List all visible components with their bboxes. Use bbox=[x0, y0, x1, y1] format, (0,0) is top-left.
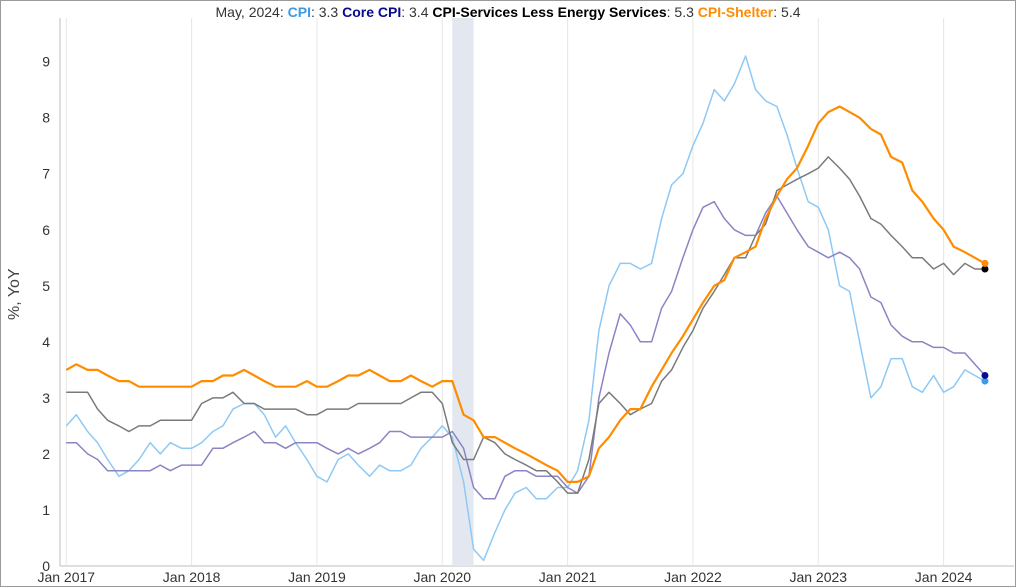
series-endpoint-2 bbox=[981, 265, 989, 273]
legend-name-services: CPI-Services Less Energy Services bbox=[432, 4, 667, 20]
y-tick-label: 4 bbox=[42, 334, 50, 350]
y-tick-label: 1 bbox=[42, 502, 50, 518]
x-tick-label: Jan 2020 bbox=[413, 569, 471, 585]
y-tick-label: 2 bbox=[42, 446, 50, 462]
x-tick-label: Jan 2018 bbox=[163, 569, 221, 585]
series-line-0 bbox=[65, 55, 986, 562]
legend-value-core-cpi: 3.4 bbox=[409, 4, 429, 20]
legend-value-services: 5.3 bbox=[674, 4, 694, 20]
series-endpoint-0 bbox=[981, 377, 989, 385]
x-tick-label: Jan 2021 bbox=[539, 569, 597, 585]
series-line-2 bbox=[66, 156, 985, 494]
y-tick-label: 7 bbox=[42, 166, 50, 182]
legend-name-shelter: CPI-Shelter bbox=[697, 4, 774, 20]
legend-value-cpi: 3.3 bbox=[318, 4, 339, 20]
legend-name-cpi: CPI bbox=[287, 4, 311, 20]
series-line-3 bbox=[65, 105, 986, 483]
y-tick-label: 5 bbox=[42, 278, 50, 294]
recession-band bbox=[452, 18, 474, 566]
x-tick-label: Jan 2022 bbox=[664, 569, 722, 585]
x-tick-label: Jan 2024 bbox=[915, 569, 973, 585]
chart-header: May, 2024: CPI: 3.3 Core CPI: 3.4 CPI-Se… bbox=[215, 4, 801, 20]
y-tick-label: 0 bbox=[42, 558, 50, 574]
x-tick-label: Jan 2023 bbox=[789, 569, 847, 585]
series-endpoint-3 bbox=[981, 259, 989, 267]
legend-value-shelter: 5.4 bbox=[781, 4, 801, 20]
y-tick-label: 3 bbox=[42, 390, 50, 406]
legend-name-core-cpi: Core CPI bbox=[342, 4, 402, 20]
series-line-1 bbox=[66, 195, 986, 500]
x-tick-label: Jan 2017 bbox=[37, 569, 95, 585]
y-tick-label: 9 bbox=[42, 54, 50, 70]
series-endpoint-1 bbox=[981, 371, 989, 379]
header-date: May, 2024: bbox=[215, 4, 284, 20]
x-tick-label: Jan 2019 bbox=[288, 569, 346, 585]
y-tick-label: 8 bbox=[42, 110, 50, 126]
y-tick-label: 6 bbox=[42, 222, 50, 238]
